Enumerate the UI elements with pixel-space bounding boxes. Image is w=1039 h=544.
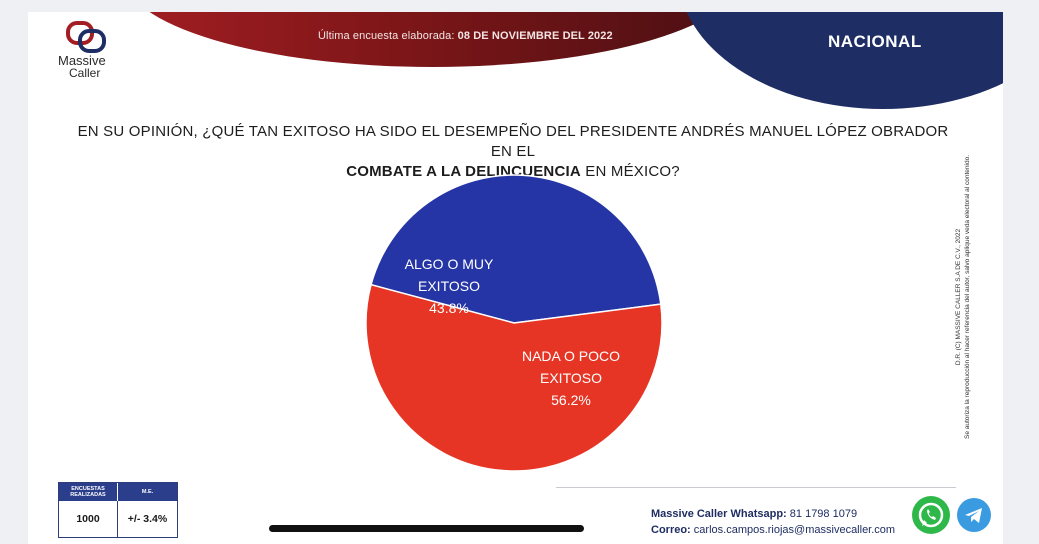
email-address[interactable]: carlos.campos.riojas@massivecaller.com — [693, 524, 896, 536]
stats-header-margin: M.E. — [118, 483, 177, 501]
question-part1: EN SU OPINIÓN, ¿QUÉ TAN EXITOSO HA SIDO … — [77, 123, 949, 160]
massive-caller-logo: Massive Caller — [52, 21, 124, 85]
pie-value-label-2: 56.2% — [551, 392, 591, 408]
horizontal-scrollbar[interactable] — [269, 525, 584, 532]
logo-text-massive: Massive — [58, 53, 106, 68]
survey-stats-table: ENCUESTAS REALIZADAS M.E. 1000 +/- 3.4% — [58, 482, 178, 538]
pie-category-label-2: NADA O POCO — [522, 348, 620, 364]
pie-category-label-1: EXITOSO — [418, 278, 480, 294]
pie-category-label-2: EXITOSO — [540, 370, 602, 386]
pie-slice-2 — [365, 283, 663, 472]
logo-text-caller: Caller — [69, 66, 101, 80]
region-title: NACIONAL — [828, 32, 922, 51]
footer-divider — [556, 487, 956, 488]
pie-slice-1 — [370, 174, 662, 324]
whatsapp-number: 81 1798 1079 — [789, 508, 858, 520]
pie-value-label-1: 43.8% — [429, 300, 469, 316]
pie-category-label-1: ALGO O MUY — [405, 256, 494, 272]
survey-date-label: Última encuesta elaborada: — [318, 30, 455, 42]
survey-date-text: Última encuesta elaborada: 08 DE NOVIEMB… — [318, 30, 613, 42]
stats-header-surveys: ENCUESTAS REALIZADAS — [59, 483, 117, 501]
telegram-icon[interactable] — [957, 498, 991, 532]
whatsapp-label: Massive Caller Whatsapp: — [651, 508, 787, 520]
contact-info: Massive Caller Whatsapp: 81 1798 1079 Co… — [651, 506, 895, 538]
stats-value-surveys: 1000 — [59, 501, 118, 537]
whatsapp-icon[interactable] — [912, 496, 950, 534]
logo-bubbles-icon — [66, 21, 106, 53]
survey-date-value: 08 DE NOVIEMBRE DEL 2022 — [457, 30, 613, 42]
question-part2: EN MÉXICO? — [585, 163, 680, 180]
stats-value-margin: +/- 3.4% — [127, 513, 168, 525]
email-label: Correo: — [651, 524, 691, 536]
